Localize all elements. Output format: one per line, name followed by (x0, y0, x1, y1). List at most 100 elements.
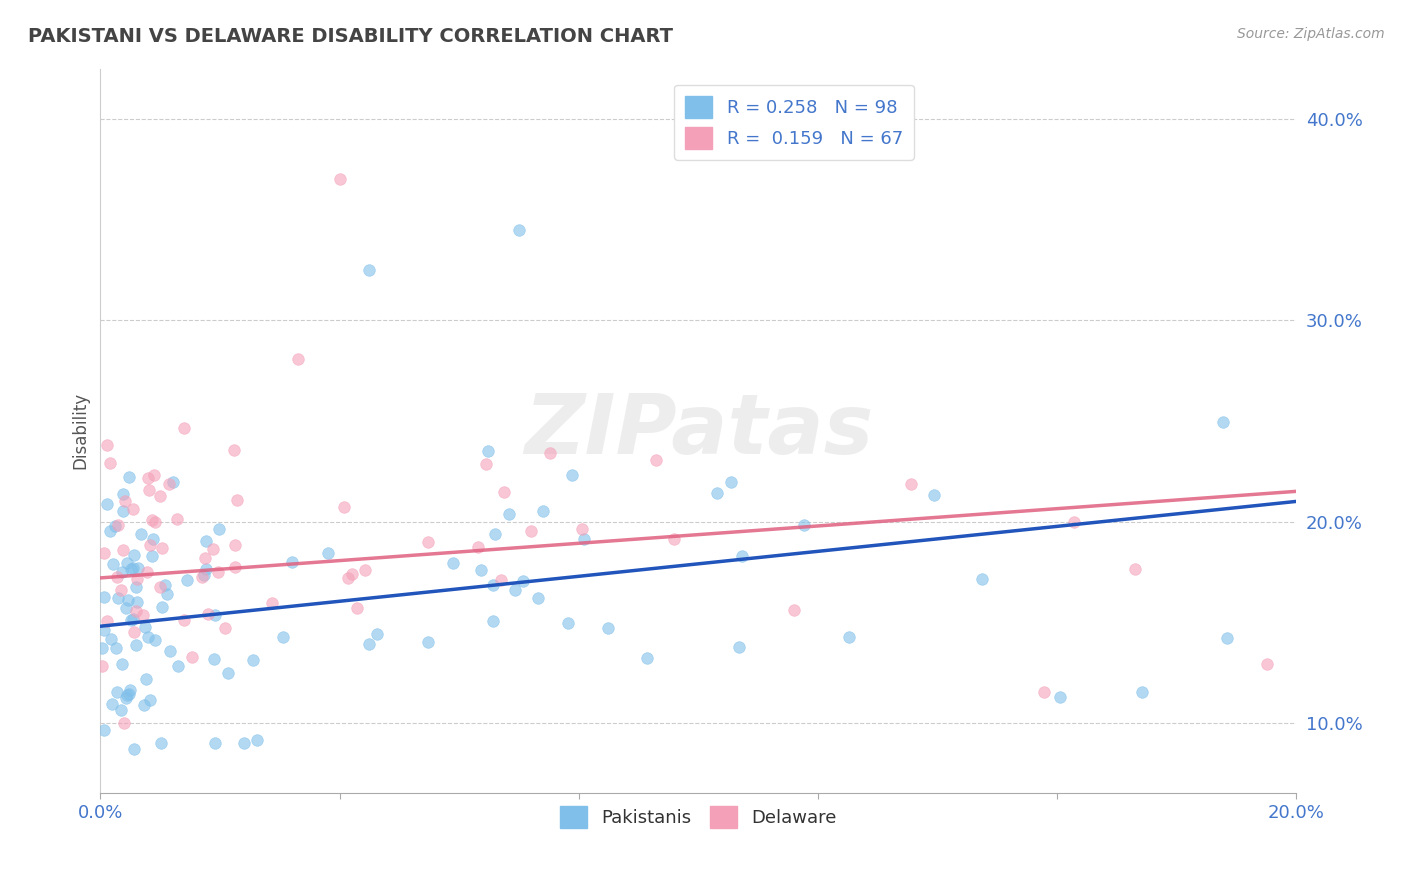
Point (110, 582, 132, 597)
Point (470, 563, 492, 577)
Point (359, 263, 381, 277)
Point (527, 591, 550, 606)
Legend: Pakistanis, Delaware: Pakistanis, Delaware (553, 798, 844, 835)
Point (727, 640, 749, 654)
Point (662, 533, 685, 547)
Point (720, 475, 742, 490)
Point (136, 565, 159, 579)
Point (104, 518, 127, 533)
Point (120, 614, 142, 628)
Point (195, 533, 218, 548)
Point (194, 551, 217, 566)
Point (152, 541, 174, 555)
Point (115, 688, 138, 702)
Point (226, 493, 249, 508)
Point (281, 555, 304, 569)
Point (204, 608, 226, 623)
Point (111, 543, 134, 558)
Point (93, 590, 115, 604)
Point (173, 421, 195, 435)
Point (120, 562, 142, 576)
Point (139, 692, 162, 706)
Point (260, 596, 283, 610)
Point (498, 508, 520, 522)
Point (574, 532, 596, 546)
Point (138, 538, 160, 552)
Point (201, 541, 224, 556)
Point (346, 600, 368, 615)
Point (418, 535, 440, 549)
Point (129, 526, 152, 541)
Point (1033, 685, 1056, 699)
Point (125, 580, 148, 594)
Point (838, 630, 860, 644)
Point (142, 468, 165, 483)
Point (122, 612, 145, 626)
Point (122, 624, 145, 639)
Point (972, 572, 994, 586)
Point (96, 438, 118, 452)
Point (1063, 516, 1085, 530)
Point (125, 572, 148, 586)
Point (519, 524, 541, 538)
Point (224, 538, 246, 552)
Point (481, 614, 503, 628)
Point (191, 569, 214, 583)
Point (531, 504, 554, 518)
Point (96, 497, 118, 511)
Point (138, 630, 160, 644)
Point (101, 697, 124, 711)
Point (122, 742, 145, 756)
Point (93, 546, 115, 560)
Point (149, 489, 172, 503)
Point (167, 659, 190, 673)
Point (204, 736, 226, 750)
Point (1256, 657, 1278, 671)
Point (441, 556, 464, 570)
Text: Source: ZipAtlas.com: Source: ZipAtlas.com (1237, 27, 1385, 41)
Point (477, 444, 499, 458)
Point (166, 511, 188, 525)
Point (112, 487, 135, 501)
Point (922, 488, 945, 502)
Point (100, 632, 122, 646)
Point (1049, 690, 1071, 705)
Point (118, 687, 141, 701)
Point (93, 623, 115, 637)
Point (512, 574, 534, 589)
Point (202, 652, 225, 666)
Point (731, 549, 754, 564)
Point (111, 657, 134, 672)
Point (111, 504, 134, 518)
Point (153, 578, 176, 592)
Point (121, 560, 143, 574)
Point (96, 614, 118, 628)
Text: ZIPatas: ZIPatas (523, 391, 873, 472)
Point (181, 649, 204, 664)
Point (98, 524, 121, 538)
Point (242, 653, 264, 667)
Point (143, 515, 166, 529)
Point (328, 172, 350, 186)
Point (107, 591, 129, 605)
Point (104, 640, 127, 655)
Point (101, 558, 124, 572)
Point (337, 571, 360, 585)
Point (176, 573, 198, 587)
Point (224, 559, 246, 574)
Point (481, 578, 503, 592)
Point (107, 517, 129, 532)
Point (197, 607, 219, 622)
Point (492, 485, 515, 500)
Point (217, 665, 239, 680)
Point (636, 651, 658, 665)
Point (359, 637, 381, 651)
Point (571, 522, 593, 536)
Point (1130, 685, 1153, 699)
Point (90, 641, 112, 656)
Point (232, 736, 254, 750)
Point (122, 502, 145, 516)
Point (114, 493, 136, 508)
Point (793, 517, 815, 532)
Point (596, 621, 619, 635)
